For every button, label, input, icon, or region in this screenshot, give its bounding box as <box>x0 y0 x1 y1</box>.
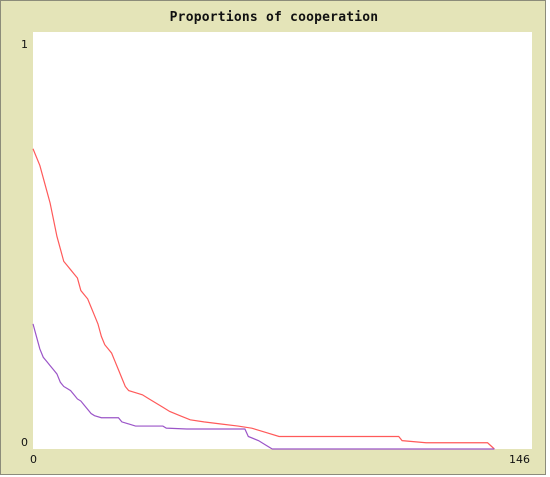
x-tick-label-min: 0 <box>30 453 37 466</box>
y-tick-label-min: 0 <box>21 436 28 449</box>
series-line-2 <box>32 323 495 450</box>
y-tick-label-max: 1 <box>21 38 28 51</box>
series-line-1 <box>32 148 495 450</box>
x-tick-label-max: 146 <box>509 453 530 466</box>
plot-area <box>33 32 532 449</box>
chart-title: Proportions of cooperation <box>169 10 379 25</box>
